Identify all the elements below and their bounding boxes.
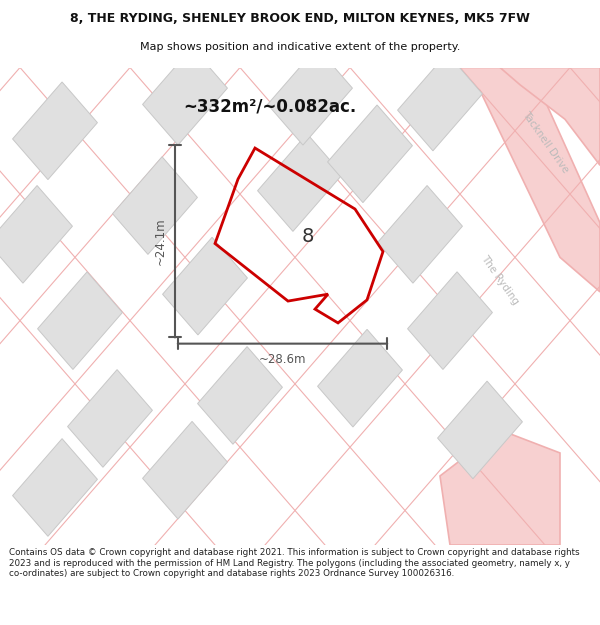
Polygon shape — [317, 329, 403, 427]
Polygon shape — [143, 421, 227, 519]
Polygon shape — [268, 48, 352, 145]
Text: ~24.1m: ~24.1m — [154, 217, 167, 265]
Polygon shape — [163, 238, 247, 335]
Text: 8, THE RYDING, SHENLEY BROOK END, MILTON KEYNES, MK5 7FW: 8, THE RYDING, SHENLEY BROOK END, MILTON… — [70, 12, 530, 26]
Polygon shape — [68, 369, 152, 468]
Polygon shape — [407, 272, 493, 369]
Polygon shape — [440, 430, 560, 545]
Polygon shape — [13, 82, 97, 179]
Text: Map shows position and indicative extent of the property.: Map shows position and indicative extent… — [140, 42, 460, 52]
Polygon shape — [440, 68, 600, 292]
Polygon shape — [500, 68, 600, 165]
Polygon shape — [113, 157, 197, 254]
Polygon shape — [377, 186, 463, 283]
Polygon shape — [328, 105, 412, 202]
Text: Tacknell Drive: Tacknell Drive — [520, 109, 570, 175]
Polygon shape — [143, 48, 227, 145]
Text: The Ryding: The Ryding — [479, 254, 521, 307]
Text: ~332m²/~0.082ac.: ~332m²/~0.082ac. — [184, 98, 356, 116]
Text: ~28.6m: ~28.6m — [259, 353, 306, 366]
Polygon shape — [398, 53, 482, 151]
Polygon shape — [437, 381, 523, 479]
Text: Contains OS data © Crown copyright and database right 2021. This information is : Contains OS data © Crown copyright and d… — [9, 548, 580, 578]
Polygon shape — [13, 439, 97, 536]
Polygon shape — [0, 186, 73, 283]
Polygon shape — [257, 134, 343, 231]
Text: 8: 8 — [302, 227, 314, 246]
Polygon shape — [38, 272, 122, 369]
Polygon shape — [197, 347, 283, 444]
